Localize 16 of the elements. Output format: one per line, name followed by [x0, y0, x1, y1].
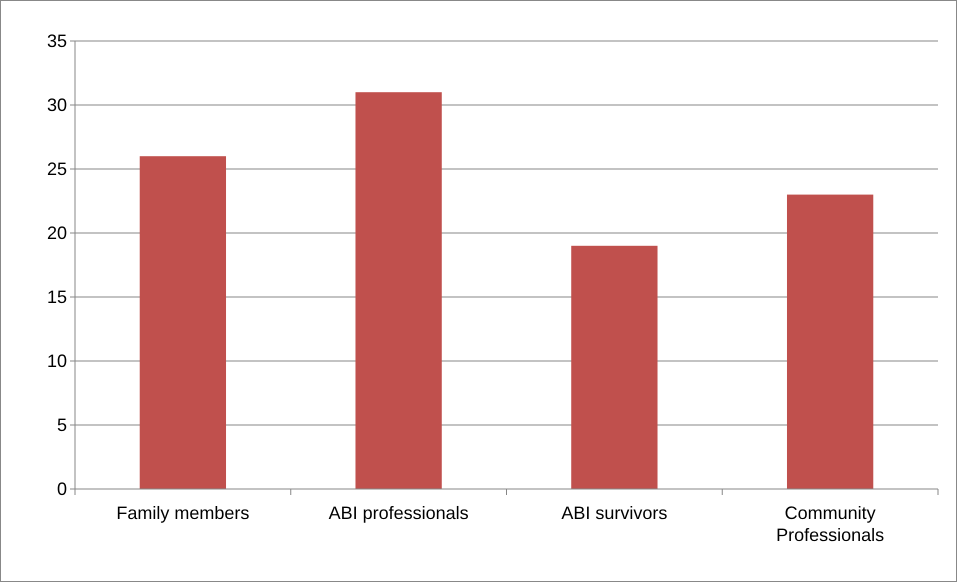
y-tick-label: 25: [46, 158, 67, 179]
y-tick-label: 15: [46, 286, 67, 307]
x-tick-label: Community Professionals: [776, 503, 884, 545]
bar: [786, 194, 874, 489]
x-tick-label: ABI survivors: [561, 503, 668, 523]
bar: [140, 156, 226, 489]
x-tick-label: Family members: [116, 503, 250, 523]
x-tick-label: ABI professionals: [328, 503, 469, 523]
bar: [571, 246, 658, 489]
y-tick-label: 10: [46, 350, 67, 371]
y-tick-label: 5: [56, 414, 67, 435]
y-tick-label: 30: [46, 94, 67, 115]
y-tick-label: 0: [56, 478, 67, 499]
y-tick-label: 35: [46, 30, 67, 51]
y-tick-label: 20: [46, 222, 67, 243]
bar: [355, 92, 442, 489]
